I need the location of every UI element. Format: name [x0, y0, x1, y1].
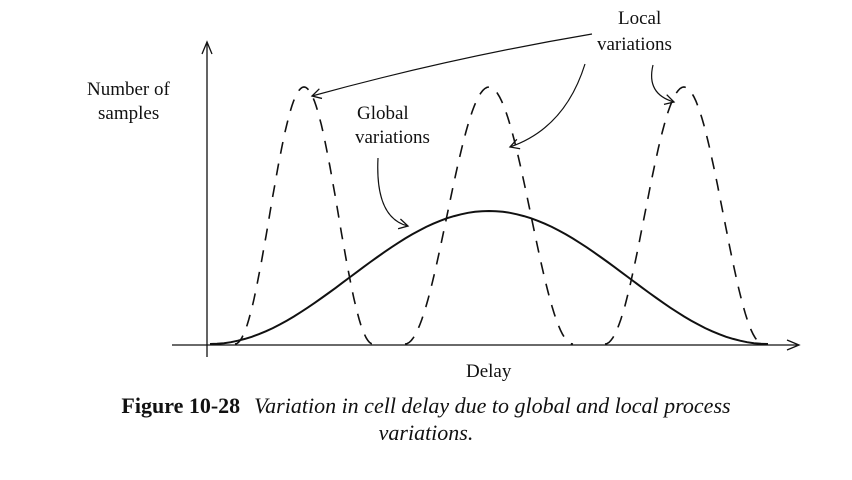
y-axis-label-line2: samples	[98, 103, 159, 124]
x-axis-arrowhead	[786, 339, 801, 351]
global-variation-curve	[209, 209, 769, 345]
x-axis-label: Delay	[466, 361, 512, 382]
y-axis-arrowhead	[201, 40, 213, 55]
global-label-line1: Global	[357, 103, 409, 124]
local-variation-curve-2	[404, 86, 574, 345]
local-arrow-to-peak-1	[310, 33, 593, 100]
local-variation-curve-3	[604, 86, 764, 345]
caption-text-line1: Variation in cell delay due to global an…	[254, 393, 731, 418]
local-arrow-to-peak-2	[508, 63, 586, 150]
figure-caption: Figure 10-28 Variation in cell delay due …	[0, 392, 852, 446]
global-arrow	[377, 157, 410, 230]
local-variation-curve-1	[234, 86, 374, 345]
local-label-line1: Local	[618, 8, 661, 29]
local-arrow-to-peak-3	[651, 64, 676, 105]
local-label-line2: variations	[597, 34, 672, 55]
caption-line1: Figure 10-28 Variation in cell delay due …	[0, 392, 852, 419]
figure-number: Figure 10-28	[121, 393, 241, 418]
y-axis-label-line1: Number of	[87, 79, 171, 100]
caption-text-line2: variations.	[378, 420, 474, 445]
global-label-line2: variations	[355, 127, 430, 148]
